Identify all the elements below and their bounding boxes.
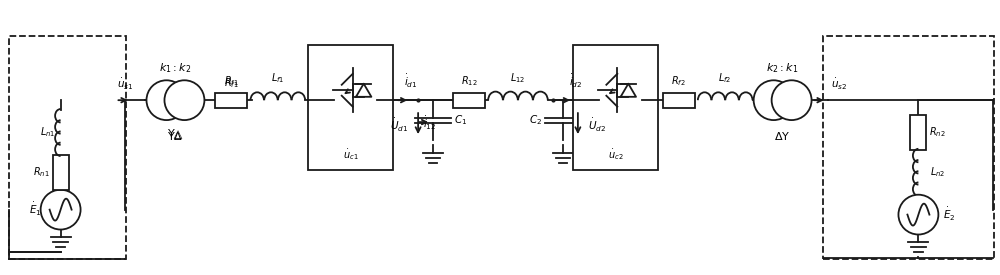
Text: $\dot{i}_{12}$: $\dot{i}_{12}$ xyxy=(423,115,437,132)
Text: $\dot{i}_{d1}$: $\dot{i}_{d1}$ xyxy=(404,73,418,90)
Bar xyxy=(910,115,926,150)
Circle shape xyxy=(772,80,812,120)
Text: $L_{f1}$: $L_{f1}$ xyxy=(271,72,285,85)
Circle shape xyxy=(898,195,938,235)
Circle shape xyxy=(754,80,794,120)
Text: $\dot{U}_{d2}$: $\dot{U}_{d2}$ xyxy=(588,117,606,134)
Text: $C_2$: $C_2$ xyxy=(529,113,542,127)
Text: Y$\Delta$: Y$\Delta$ xyxy=(167,130,184,142)
Text: $\dot{u}_{s1}$: $\dot{u}_{s1}$ xyxy=(117,77,134,92)
Bar xyxy=(453,93,485,108)
Circle shape xyxy=(41,190,81,230)
Text: $\dot{u}_{c1}$: $\dot{u}_{c1}$ xyxy=(343,147,359,162)
Bar xyxy=(53,155,69,190)
Text: $C_1$: $C_1$ xyxy=(454,113,467,127)
Text: $R_{f2}$: $R_{f2}$ xyxy=(671,75,686,88)
Text: $R_{n1}$: $R_{n1}$ xyxy=(33,166,50,179)
Text: $R_{12}$: $R_{12}$ xyxy=(461,75,477,88)
Text: $k_1:k_2$: $k_1:k_2$ xyxy=(159,62,192,75)
Text: $R_{f1}$: $R_{f1}$ xyxy=(224,76,239,90)
Text: $R_{n2}$: $R_{n2}$ xyxy=(929,126,946,139)
Text: $R_{f1}$: $R_{f1}$ xyxy=(224,75,239,88)
Circle shape xyxy=(164,80,204,120)
Text: $\dot{u}_{s2}$: $\dot{u}_{s2}$ xyxy=(831,77,847,92)
Text: $k_2:k_1$: $k_2:k_1$ xyxy=(766,62,799,75)
Text: $\dot{E}_1$: $\dot{E}_1$ xyxy=(29,201,41,218)
Text: $\dot{U}_{d1}$: $\dot{U}_{d1}$ xyxy=(390,117,408,134)
Bar xyxy=(663,93,695,108)
Text: $L_{12}$: $L_{12}$ xyxy=(510,72,526,85)
Bar xyxy=(215,93,247,108)
Text: $\dot{E}_2$: $\dot{E}_2$ xyxy=(943,206,956,223)
Bar xyxy=(573,45,658,170)
Bar xyxy=(308,45,393,170)
Text: $L_{f2}$: $L_{f2}$ xyxy=(718,72,732,85)
Text: $L_{n2}$: $L_{n2}$ xyxy=(930,166,946,179)
Circle shape xyxy=(146,80,186,120)
Text: $\dot{i}_{d2}$: $\dot{i}_{d2}$ xyxy=(569,73,583,90)
Text: Y△: Y△ xyxy=(168,128,183,138)
Text: $\Delta$Y: $\Delta$Y xyxy=(774,130,791,142)
Text: $\dot{u}_{c2}$: $\dot{u}_{c2}$ xyxy=(608,147,623,162)
Text: $L_{n1}$: $L_{n1}$ xyxy=(40,126,56,139)
